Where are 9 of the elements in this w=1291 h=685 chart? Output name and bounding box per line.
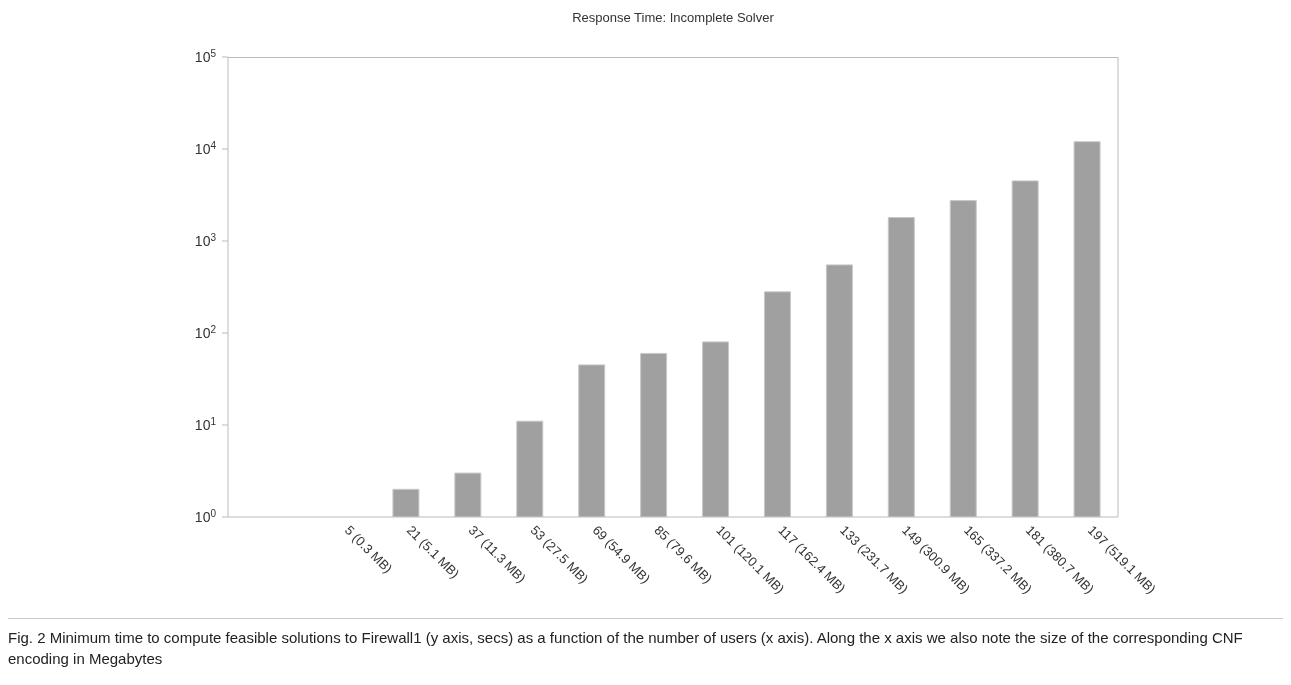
x-tick-label: 21 (5.1 MB) bbox=[403, 522, 463, 582]
y-tick-label: 10$^{4}$ bbox=[194, 139, 217, 157]
y-tick-label: 10$^{5}$ bbox=[194, 47, 217, 65]
y-tick-label: 10$^{2}$ bbox=[194, 323, 217, 341]
chart-title: Response Time: Incomplete Solver bbox=[571, 10, 775, 25]
y-tick-label: 10$^{0}$ bbox=[194, 507, 217, 525]
y-tick-label: 10$^{1}$ bbox=[194, 415, 217, 433]
y-tick-label: 10$^{3}$ bbox=[194, 231, 217, 249]
caption: Fig. 2 Minimum time to compute feasible solutions to Firewall1 (y axis, secs) as a function of the number of users (x axis). Along the x axis we also note the size of the corresponding CNF encoding in Megabytes bbox=[8, 628, 1244, 669]
